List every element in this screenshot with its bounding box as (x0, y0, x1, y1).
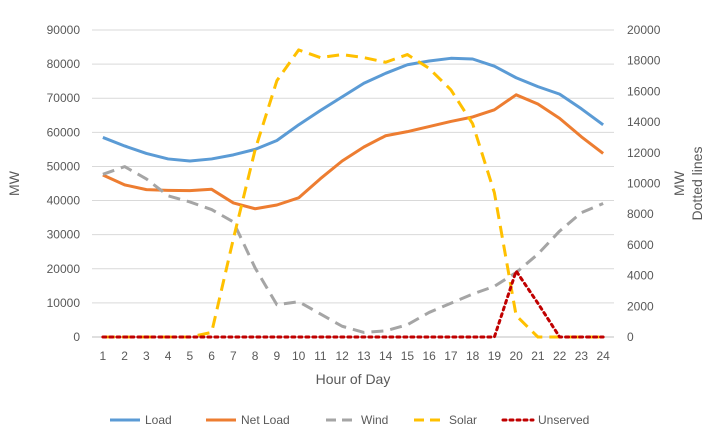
x-tick-label: 23 (575, 349, 589, 363)
y2-tick-label: 14000 (627, 115, 661, 129)
y-tick-label: 80000 (47, 57, 81, 71)
x-tick-label: 10 (292, 349, 306, 363)
y-tick-label: 10000 (47, 296, 81, 310)
x-axis-title: Hour of Day (316, 371, 391, 387)
y2-tick-label: 18000 (627, 54, 661, 68)
y2-tick-label: 2000 (627, 299, 654, 313)
x-tick-label: 22 (553, 349, 567, 363)
legend: Load Net Load Wind Solar Unserved (110, 413, 589, 427)
series-lines (101, 48, 605, 339)
x-tick-label: 6 (208, 349, 215, 363)
y2-tick-label: 0 (627, 330, 634, 344)
right-y-tick-labels: 0 2000 4000 6000 8000 10000 12000 14000 16000 180… (627, 23, 661, 344)
x-tick-labels: 1 2 3 4 5 6 7 8 9 10 11 12 13 14 15 16 17 18 19 20 21 22 23 24 (100, 349, 611, 363)
y2-tick-label: 20000 (627, 23, 661, 37)
y2-tick-label: 12000 (627, 146, 661, 160)
x-tick-label: 14 (379, 349, 393, 363)
series-line-load (102, 56, 605, 163)
y-tick-label: 90000 (47, 23, 81, 37)
x-tick-label: 13 (357, 349, 371, 363)
x-tick-label: 1 (100, 349, 107, 363)
series-line-net-load (102, 93, 605, 211)
y-tick-label: 20000 (47, 262, 81, 276)
y-tick-label: 50000 (47, 159, 81, 173)
gridlines (92, 29, 614, 304)
x-tick-label: 5 (187, 349, 194, 363)
x-tick-label: 2 (121, 349, 128, 363)
y-tick-label: 70000 (47, 91, 81, 105)
x-tick-label: 16 (422, 349, 436, 363)
legend-label: Wind (361, 413, 388, 427)
y2-tick-label: 8000 (627, 207, 654, 221)
y-tick-label: 60000 (47, 125, 81, 139)
x-tick-label: 15 (401, 349, 415, 363)
x-tick-label: 3 (143, 349, 150, 363)
x-tick-label: 17 (444, 349, 458, 363)
x-tick-label: 19 (488, 349, 502, 363)
x-tick-label: 8 (252, 349, 259, 363)
y2-tick-label: 4000 (627, 269, 654, 283)
x-tick-label: 24 (596, 349, 610, 363)
x-tick-label: 9 (274, 349, 281, 363)
y-tick-label: 40000 (47, 194, 81, 208)
x-tick-label: 18 (466, 349, 480, 363)
y2-tick-label: 16000 (627, 84, 661, 98)
x-tick-label: 11 (314, 349, 327, 363)
x-tick-label: 20 (509, 349, 523, 363)
y-tick-label: 0 (73, 330, 80, 344)
series-line-wind (102, 165, 604, 334)
right-y-axis-title-line2: Dotted lines (689, 147, 705, 221)
right-y-axis-title-line1: MW (671, 170, 687, 196)
y2-tick-label: 6000 (627, 238, 654, 252)
series-line-unserved (101, 269, 605, 339)
y2-tick-label: 10000 (627, 177, 661, 191)
x-tick-label: 12 (335, 349, 349, 363)
legend-label: Solar (449, 413, 477, 427)
legend-label: Net Load (241, 413, 290, 427)
left-y-tick-labels: 0 10000 20000 30000 40000 50000 60000 70000 8000… (47, 23, 81, 344)
legend-label: Load (145, 413, 172, 427)
x-tick-label: 21 (531, 349, 545, 363)
series-line-solar (102, 48, 604, 339)
y-tick-label: 30000 (47, 228, 81, 242)
legend-label: Unserved (538, 413, 589, 427)
left-y-axis-title: MW (6, 170, 22, 196)
x-tick-label: 7 (230, 349, 237, 363)
x-tick-label: 4 (165, 349, 172, 363)
